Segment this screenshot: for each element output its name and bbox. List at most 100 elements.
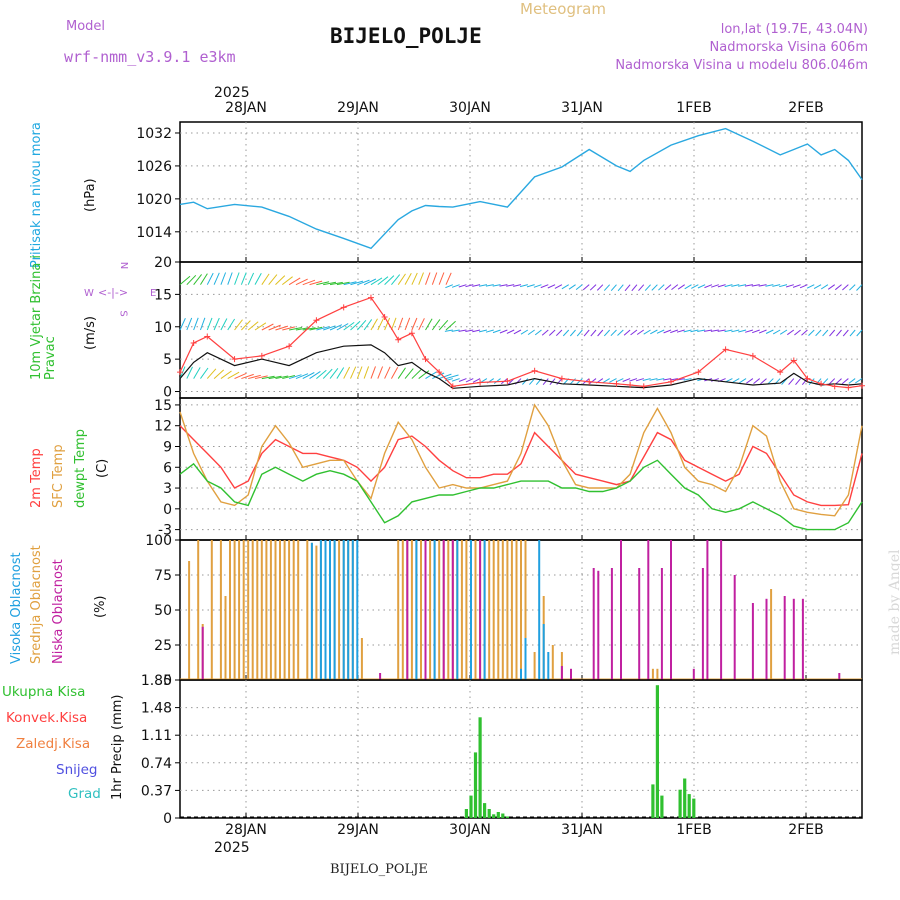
- wind-arrow: [384, 317, 391, 331]
- wind-ytick-label: 5: [163, 352, 172, 368]
- wind-arrow: [808, 378, 815, 386]
- wind-arrow: [582, 284, 590, 291]
- wind-arrow: [856, 329, 863, 337]
- wind-arrow: [356, 319, 367, 331]
- wind-arrow: [596, 284, 604, 291]
- wind-arrow: [445, 374, 459, 380]
- wind-arrow: [323, 281, 337, 286]
- cloud-bar: [460, 540, 463, 680]
- pressure-ytick-label: 1014: [136, 225, 172, 241]
- wind-gust-point: [627, 382, 634, 389]
- cloud-bar: [356, 540, 359, 680]
- wind-arrow: [295, 373, 309, 380]
- wind-gust-point: [790, 357, 797, 364]
- precip-bar: [501, 813, 505, 818]
- wind-arrow: [529, 378, 536, 385]
- wind-arrow: [731, 329, 740, 333]
- wind-arrow: [806, 284, 815, 289]
- wind-arrow: [820, 284, 829, 290]
- wind-arrow: [431, 272, 438, 285]
- wind-arrow: [697, 329, 706, 332]
- wind-panel: 0 5 10 15 20: [154, 255, 865, 401]
- precip-bar: [478, 717, 482, 818]
- wind-arrow: [767, 378, 774, 385]
- wind-arrow: [758, 284, 767, 287]
- bottom-day-label: 29JAN: [337, 822, 379, 838]
- wind-gust-point: [818, 380, 825, 387]
- wind-gust-point: [258, 352, 265, 359]
- wind-arrow: [658, 284, 665, 291]
- altitude-label: Nadmorska Visina 606m: [709, 40, 869, 55]
- wind-arrow: [603, 329, 611, 337]
- bottom-day-label: 31JAN: [561, 822, 603, 838]
- cloud-bar: [765, 598, 768, 680]
- wind-arrow: [836, 329, 842, 337]
- cloud-bar: [638, 568, 641, 680]
- wind-gust-point: [558, 375, 565, 382]
- wind-arrow: [241, 320, 251, 331]
- top-day-label: 31JAN: [561, 100, 603, 116]
- wind-arrow: [363, 319, 373, 331]
- wind-gust-point: [640, 383, 647, 390]
- wind-arrow: [787, 329, 795, 336]
- cloud-bar: [620, 540, 622, 680]
- wind-arrow: [801, 378, 808, 386]
- wind-arrow: [753, 378, 761, 384]
- wind-arrow: [835, 378, 842, 385]
- wind-arrow: [772, 284, 781, 287]
- cloud-bar: [701, 568, 704, 680]
- wind-arrow: [856, 284, 863, 291]
- pressure-ytick-label: 1032: [136, 126, 172, 142]
- wind-arrow: [418, 272, 424, 285]
- cloud-bar: [610, 568, 613, 680]
- wind-arrow: [650, 329, 658, 335]
- temperature-ytick-label: 9: [163, 439, 172, 455]
- precip-ytick-label: 0: [163, 811, 172, 827]
- cloud-bar: [488, 540, 491, 680]
- cloud-bar: [306, 540, 309, 680]
- wind-arrow: [499, 329, 508, 334]
- wind-arrow: [350, 366, 357, 379]
- cloud-bar: [720, 540, 723, 680]
- wind-arrow: [248, 374, 261, 380]
- wind-gust-point: [190, 339, 197, 346]
- temperature-series-dewpt-temp: [179, 459, 863, 531]
- cloud-bar: [379, 673, 382, 680]
- wind-arrow: [799, 284, 808, 289]
- cloud-bar: [451, 540, 454, 680]
- wind-arrow: [808, 329, 815, 336]
- wind-arrow: [234, 272, 240, 285]
- wind-arrow: [813, 284, 822, 290]
- top-day-label: 28JAN: [225, 100, 267, 116]
- wind-gust-point: [177, 369, 183, 376]
- wind-arrow: [288, 277, 301, 286]
- wind-arrow: [370, 277, 383, 286]
- wind-arrow: [617, 284, 624, 292]
- wind-arrow: [690, 329, 699, 333]
- wind-arrow: [275, 325, 289, 331]
- temperature-ytick-label: 15: [154, 398, 172, 414]
- wind-arrow: [738, 329, 747, 333]
- wind-arrow: [444, 329, 453, 332]
- wind-arrow: [676, 329, 685, 333]
- wind-arrow: [739, 378, 747, 384]
- model-name: wrf-nmm_v3.9.1 e3km: [64, 48, 236, 66]
- year-label-top: 2025: [214, 85, 250, 101]
- wind-rose-cross: <-|->: [98, 286, 129, 299]
- wind-arrow: [541, 329, 549, 336]
- wind-gust-point: [204, 333, 211, 340]
- wind-arrow: [513, 329, 522, 335]
- wind-arrow: [186, 366, 193, 379]
- wind-gust-point: [436, 369, 443, 376]
- wind-arrow: [302, 327, 316, 331]
- cloud-bar: [510, 540, 513, 680]
- cloud-bar: [515, 540, 518, 680]
- wind-arrow: [472, 284, 481, 287]
- wind-arrow: [309, 326, 323, 331]
- wind-arrow: [275, 375, 289, 380]
- wind-arrow: [268, 274, 278, 285]
- clouds-ytick-label: 75: [154, 568, 172, 584]
- cloud-bar: [501, 540, 504, 680]
- cloud-bar: [592, 568, 595, 680]
- wind-arrow: [397, 367, 406, 379]
